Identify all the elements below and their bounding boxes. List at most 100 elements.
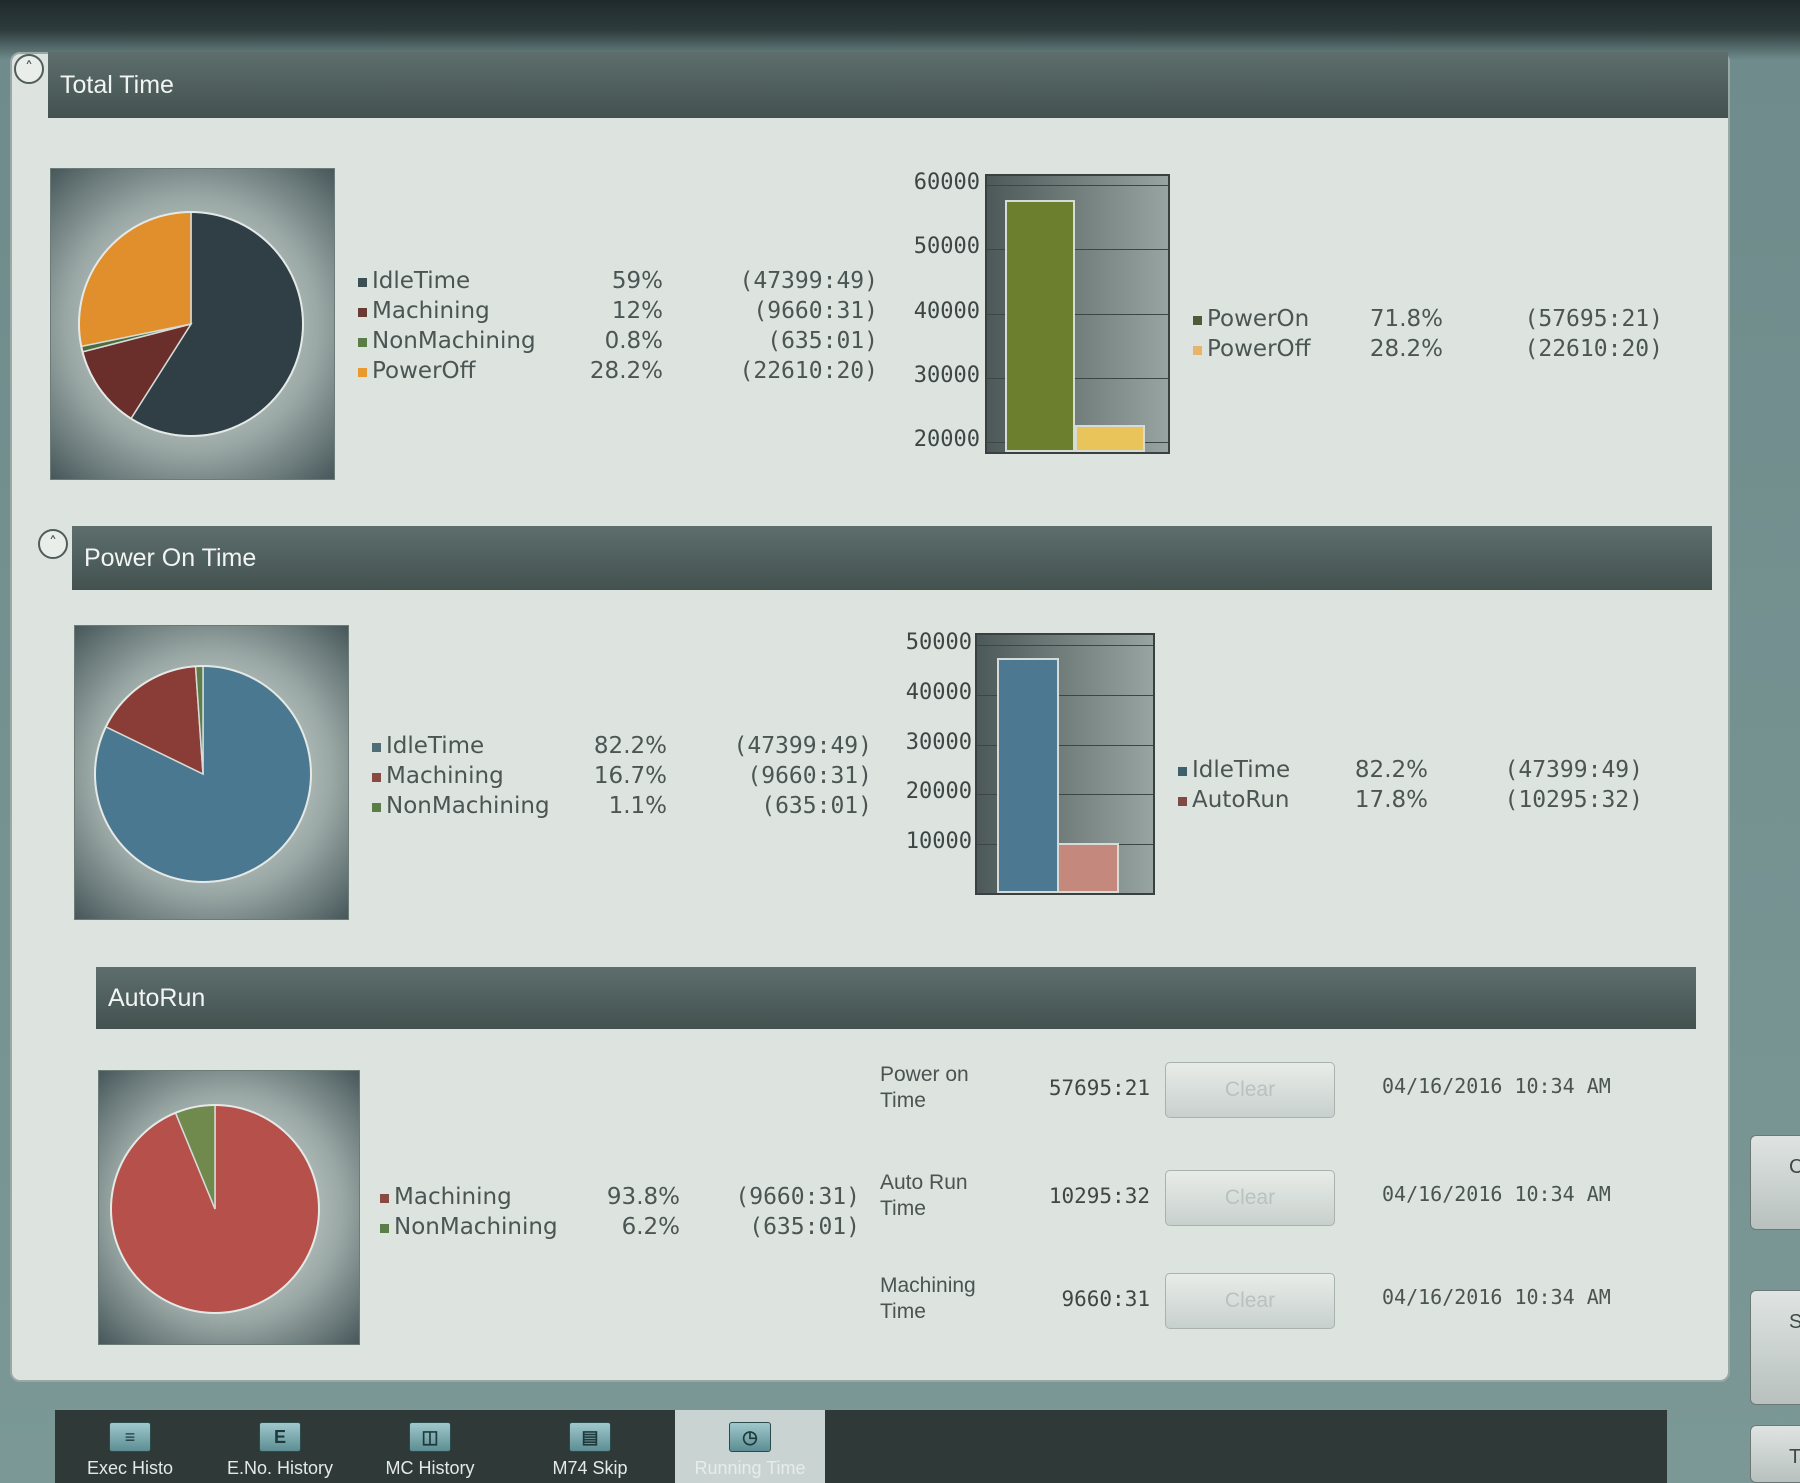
autorun-pie-chart (110, 1104, 320, 1314)
axis-tick-label: 20000 (905, 779, 972, 805)
info-label: Machining Time (880, 1273, 976, 1325)
legend-swatch (358, 278, 367, 287)
legend-name: Machining (372, 298, 490, 324)
taskbar-item[interactable]: ≡ Exec Histo (55, 1410, 205, 1483)
legend-name: Machining (386, 763, 504, 789)
clear-button[interactable]: Clear (1165, 1170, 1335, 1226)
section-header-total: Total Time (48, 52, 1728, 118)
taskbar-item[interactable]: ◷ Running Time (675, 1410, 825, 1483)
taskbar-item[interactable]: ◫ MC History (355, 1410, 505, 1483)
bar-idletime (997, 657, 1059, 893)
axis-tick-label: 40000 (905, 679, 972, 705)
taskbar-item[interactable]: ▤ M74 Skip (515, 1410, 665, 1483)
axis-tick-label: 40000 (913, 298, 980, 324)
legend-time: (9660:31) (747, 763, 872, 789)
legend-name: AutoRun (1192, 787, 1290, 813)
taskbar-label: MC History (385, 1458, 475, 1478)
legend-name: NonMachining (386, 793, 550, 819)
grid-line (987, 313, 1168, 315)
info-label-line: Power on (880, 1063, 969, 1086)
legend-name: PowerOn (1207, 306, 1310, 332)
grid-line (977, 694, 1153, 696)
legend-swatch (372, 743, 381, 752)
taskbar-item[interactable]: E E.No. History (205, 1410, 355, 1483)
axis-tick-label: 10000 (905, 829, 972, 855)
legend-row: PowerOff 28.2% (22610:20) (358, 358, 878, 388)
legend-row: IdleTime 82.2% (47399:49) (372, 733, 872, 763)
info-value: 10295:32 (1048, 1184, 1150, 1208)
legend-row: AutoRun 17.8% (10295:32) (1178, 787, 1643, 817)
legend-row: NonMachining 0.8% (635:01) (358, 328, 878, 358)
legend-time: (47399:49) (733, 733, 872, 759)
pie-slice (78, 211, 192, 348)
legend-row: Machining 93.8% (9660:31) (380, 1184, 860, 1214)
bottom-taskbar: ≡ Exec Histo E E.No. History ◫ MC History ▤ M74… (55, 1410, 1667, 1483)
side-button[interactable]: C (1750, 1135, 1800, 1230)
grid-line (977, 645, 1153, 646)
taskbar-label: E.No. History (226, 1458, 334, 1478)
pie-outline (78, 211, 304, 437)
legend-swatch (1178, 767, 1187, 776)
legend-time: (10295:32) (1504, 787, 1643, 813)
legend-row: NonMachining 1.1% (635:01) (372, 793, 872, 823)
info-date: 04/16/2016 10:34 AM (1382, 1074, 1611, 1098)
legend-name: Machining (394, 1184, 512, 1210)
grid-line (977, 744, 1153, 746)
axis-tick-label: 30000 (905, 729, 972, 755)
info-label-line: Time (880, 1197, 926, 1220)
taskbar-label: Running Time (694, 1458, 806, 1478)
total-legend: IdleTime 59% (47399:49) Machining 12% (9660:3… (358, 268, 878, 388)
axis-tick-label: 20000 (913, 427, 980, 452)
collapse-poweron-button[interactable]: ˄ (38, 529, 68, 559)
legend-percent: 6.2% (621, 1214, 680, 1240)
pie-outline (110, 1104, 320, 1314)
legend-swatch (1193, 316, 1202, 325)
grid-line (987, 377, 1168, 379)
legend-row: PowerOn 71.8% (57695:21) (1193, 306, 1663, 336)
taskbar-icon: ▤ (569, 1422, 611, 1452)
legend-time: (635:01) (761, 793, 872, 819)
taskbar-icon: ≡ (109, 1422, 151, 1452)
info-label: Power on Time (880, 1062, 969, 1114)
clear-button[interactable]: Clear (1165, 1062, 1335, 1118)
taskbar-label: M74 Skip (552, 1458, 628, 1478)
legend-row: Machining 12% (9660:31) (358, 298, 878, 328)
side-button[interactable]: S (1750, 1290, 1800, 1405)
legend-swatch (358, 338, 367, 347)
legend-name: NonMachining (394, 1214, 558, 1240)
legend-row: NonMachining 6.2% (635:01) (380, 1214, 860, 1244)
total-bar-legend: PowerOn 71.8% (57695:21) PowerOff 28.2% (2261… (1193, 306, 1663, 366)
pie-outline (94, 665, 312, 883)
legend-percent: 28.2% (589, 358, 663, 384)
legend-swatch (358, 368, 367, 377)
legend-swatch (358, 308, 367, 317)
poweron-pie-box (74, 625, 349, 920)
total-pie-chart (78, 211, 304, 437)
info-label-line: Time (880, 1089, 926, 1112)
legend-name: NonMachining (372, 328, 536, 354)
info-date: 04/16/2016 10:34 AM (1382, 1182, 1611, 1206)
legend-percent: 28.2% (1369, 336, 1443, 362)
legend-swatch (1178, 797, 1187, 806)
legend-swatch (372, 773, 381, 782)
legend-percent: 12% (611, 298, 663, 324)
collapse-total-button[interactable]: ˄ (14, 54, 44, 84)
legend-time: (47399:49) (739, 268, 878, 294)
legend-row: PowerOff 28.2% (22610:20) (1193, 336, 1663, 366)
legend-percent: 1.1% (608, 793, 667, 819)
side-button[interactable]: Ta (1750, 1425, 1800, 1483)
info-value: 57695:21 (1048, 1076, 1150, 1100)
taskbar-icon: ◷ (729, 1422, 771, 1452)
legend-name: IdleTime (372, 268, 471, 294)
bar-autorun (1057, 842, 1119, 893)
taskbar-icon: E (259, 1422, 301, 1452)
legend-time: (22610:20) (1524, 336, 1663, 362)
axis-tick-label: 50000 (905, 630, 972, 655)
legend-time: (9660:31) (735, 1184, 860, 1210)
axis-tick-label: 30000 (913, 362, 980, 388)
clear-button[interactable]: Clear (1165, 1273, 1335, 1329)
legend-swatch (380, 1224, 389, 1233)
bar-poweron (1005, 199, 1075, 452)
legend-swatch (372, 803, 381, 812)
legend-name: PowerOff (1207, 336, 1311, 362)
